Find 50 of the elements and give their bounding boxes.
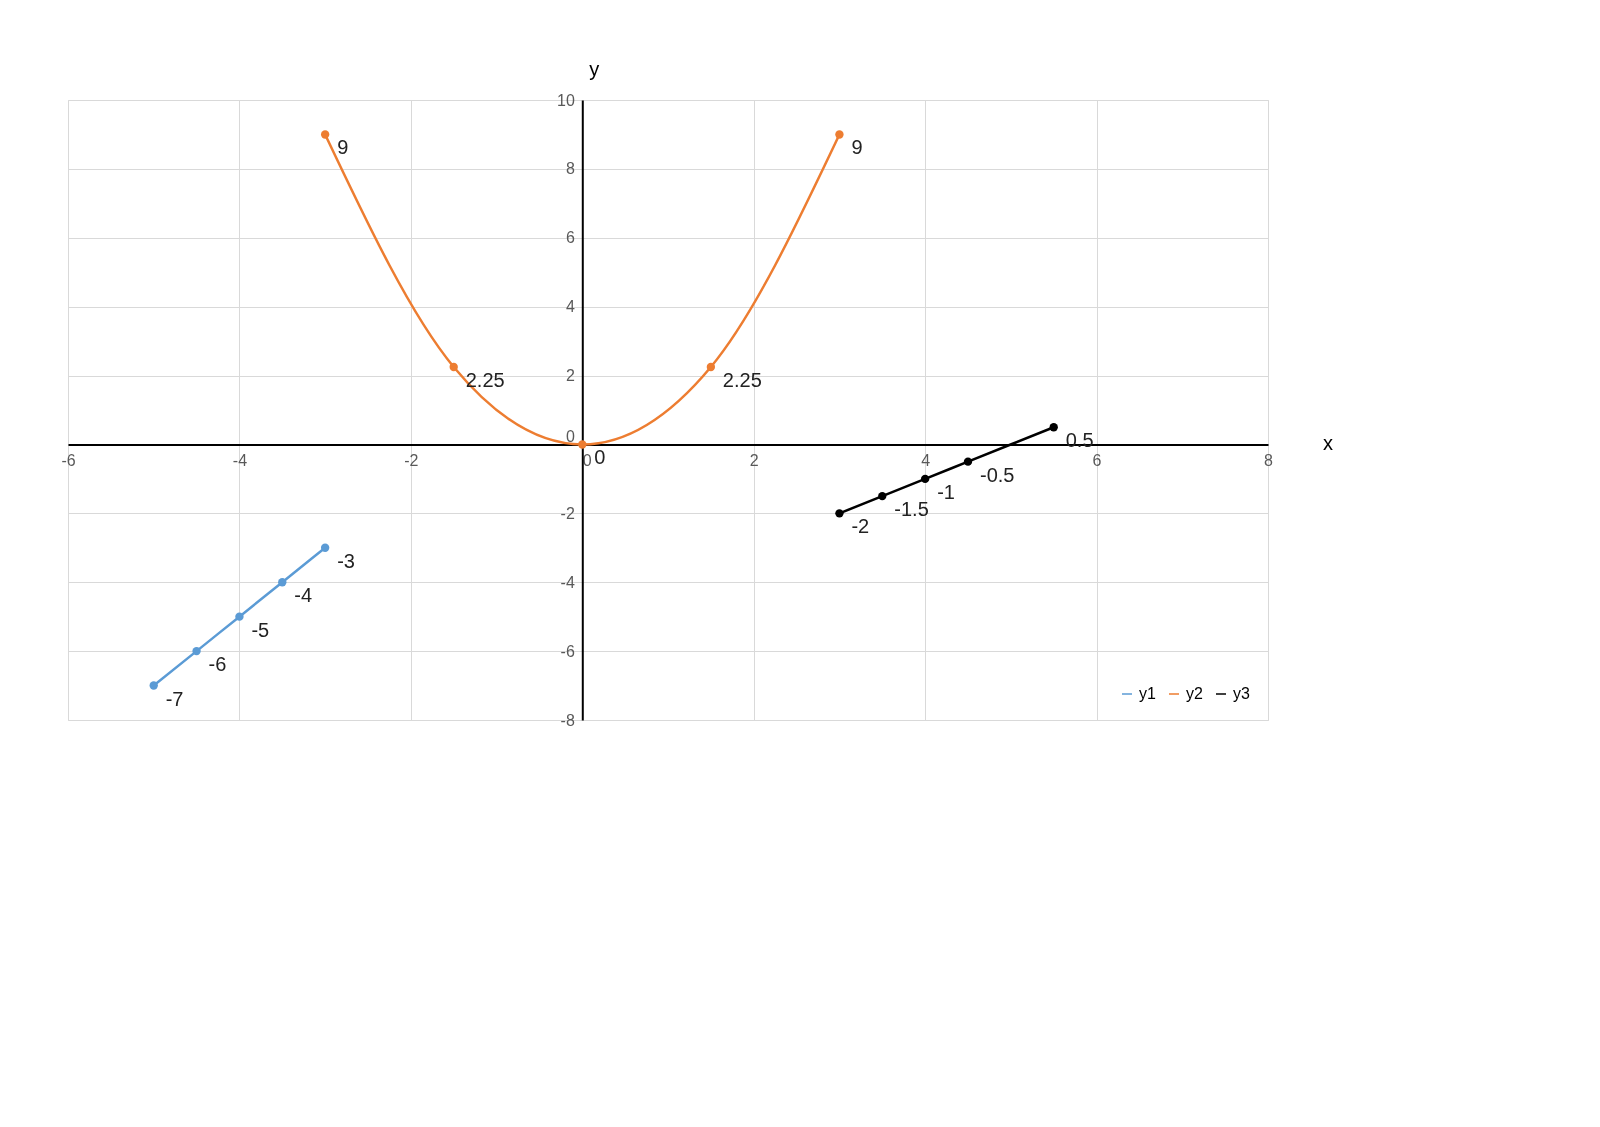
- point: [278, 578, 287, 587]
- point: [963, 457, 973, 466]
- point: [192, 646, 201, 656]
- data-label: -5: [251, 618, 270, 641]
- data-label: 2.25: [722, 368, 762, 391]
- x-tick-label: 2: [749, 451, 759, 469]
- x-tick-label: 8: [1264, 451, 1274, 469]
- x-tick-label: -4: [232, 451, 248, 469]
- y-tick-label: 4: [565, 298, 575, 316]
- y-tick-label: -4: [560, 573, 575, 591]
- y-tick-label: 8: [565, 160, 575, 178]
- data-label: -4: [294, 584, 313, 607]
- y-tick-label: -6: [560, 642, 575, 660]
- y-tick-label: 6: [565, 229, 575, 247]
- legend-label: y3: [1233, 685, 1250, 702]
- legend-label: y2: [1186, 685, 1203, 702]
- x-tick-label: -2: [404, 451, 419, 469]
- y-tick-label: 0: [565, 427, 575, 445]
- legend-label: y1: [1139, 685, 1156, 702]
- x-tick-label: 4: [921, 451, 931, 469]
- point: [920, 474, 930, 484]
- x-tick-label: 6: [1092, 451, 1102, 469]
- point: [235, 612, 244, 621]
- data-label: -0.5: [980, 463, 1015, 486]
- point: [149, 681, 158, 690]
- data-label: -1: [937, 480, 955, 503]
- point: [706, 362, 716, 372]
- data-label: -1.5: [894, 498, 929, 521]
- y-tick-label: 2: [565, 367, 575, 385]
- data-label: 2.25: [465, 368, 505, 391]
- y-tick-label: -8: [560, 711, 575, 729]
- point: [320, 130, 330, 139]
- point: [835, 130, 844, 139]
- x-tick-label: -6: [61, 451, 76, 469]
- point: [835, 509, 844, 518]
- point: [578, 440, 587, 449]
- y-tick-label: -2: [560, 504, 575, 522]
- point: [878, 491, 887, 501]
- x-axis-title: x: [1323, 432, 1333, 455]
- data-label: 9: [851, 136, 863, 159]
- data-label: -6: [208, 653, 227, 676]
- point: [1049, 423, 1058, 432]
- data-label: -7: [165, 687, 184, 710]
- data-label: -2: [851, 515, 870, 538]
- point: [449, 362, 458, 372]
- data-label: -3: [337, 549, 355, 572]
- data-label: 9: [337, 136, 349, 159]
- y-tick-label: 10: [556, 91, 575, 109]
- point: [320, 543, 330, 552]
- y-axis-title: y: [589, 58, 600, 80]
